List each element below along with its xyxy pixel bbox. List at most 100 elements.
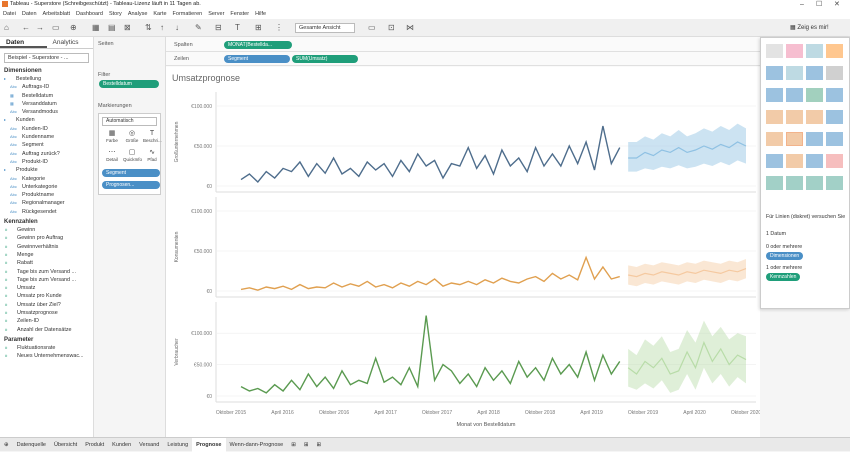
measure-field[interactable]: # Gewinn: [0, 226, 93, 234]
forecast-line[interactable]: [628, 268, 747, 278]
save-icon[interactable]: ▭: [52, 23, 60, 32]
dimension-field[interactable]: Abc Unterkategorie: [0, 183, 93, 191]
forecast-line[interactable]: [627, 340, 747, 375]
menu-5[interactable]: Analyse: [127, 11, 148, 17]
mark-button-4[interactable]: ▢ QuickInfo: [123, 148, 142, 164]
actual-line[interactable]: [240, 315, 621, 394]
show-me-chart-type[interactable]: [786, 154, 803, 168]
columns-pill-month[interactable]: MONAT(Bestellda...: [224, 41, 292, 49]
show-me-chart-type[interactable]: [826, 66, 843, 80]
show-me-chart-type[interactable]: [786, 66, 803, 80]
forecast-line[interactable]: [628, 141, 747, 159]
show-me-chart-type[interactable]: [766, 88, 783, 102]
minimize-icon[interactable]: –: [800, 1, 804, 8]
measure-field[interactable]: # Menge: [0, 251, 93, 259]
show-me-chart-type[interactable]: [826, 132, 843, 146]
undo-icon[interactable]: ←: [22, 23, 30, 32]
device-preview-icon[interactable]: ⊡: [388, 23, 395, 32]
measure-field[interactable]: # Rabatt: [0, 259, 93, 267]
show-me-chart-type[interactable]: [766, 66, 783, 80]
highlight-icon[interactable]: ✎: [195, 23, 202, 32]
parameter-field[interactable]: # Fluktuationsrate: [0, 344, 93, 352]
dimension-field[interactable]: Abc Produkt-ID: [0, 158, 93, 166]
menu-9[interactable]: Fenster: [230, 11, 250, 17]
tab-data[interactable]: Daten: [0, 37, 47, 48]
show-me-chart-type[interactable]: [826, 88, 843, 102]
menu-8[interactable]: Server: [208, 11, 225, 17]
show-me-chart-type[interactable]: [826, 176, 843, 190]
columns-shelf[interactable]: Spalten MONAT(Bestellda...: [166, 39, 760, 52]
show-me-chart-type[interactable]: [806, 110, 823, 124]
measure-field[interactable]: # Umsatz: [0, 284, 93, 292]
menu-10[interactable]: Hilfe: [255, 11, 267, 17]
measure-field[interactable]: # Umsatz über Ziel?: [0, 301, 93, 309]
show-me-chart-type[interactable]: [786, 176, 803, 190]
menu-7[interactable]: Formatieren: [172, 11, 203, 17]
fix-axes-icon[interactable]: ⊞: [255, 23, 262, 32]
new-worksheet-icon[interactable]: ▦: [92, 23, 100, 32]
dimension-field[interactable]: Abc Versandmodus: [0, 108, 93, 116]
show-me-chart-type[interactable]: [806, 66, 823, 80]
show-me-button[interactable]: ▦ Zeig es mir!: [790, 25, 829, 31]
dimension-field[interactable]: ▸ Kunden: [0, 116, 93, 124]
rows-pill-sales[interactable]: SUM(Umsatz): [292, 55, 358, 63]
menu-2[interactable]: Arbeitsblatt: [42, 11, 71, 17]
measure-field[interactable]: # Zeilen-ID: [0, 317, 93, 325]
show-me-chart-type[interactable]: [766, 44, 783, 58]
share-icon[interactable]: ⋈: [406, 23, 414, 32]
mark-button-5[interactable]: ∿ Pfad: [143, 148, 161, 164]
new-dashboard-tab-icon[interactable]: ⊞: [303, 442, 309, 448]
dimension-field[interactable]: Abc Auftrag zurück?: [0, 150, 93, 158]
show-me-chart-type[interactable]: [806, 154, 823, 168]
show-me-chart-type[interactable]: [786, 44, 803, 58]
dimension-field[interactable]: Abc Kundenname: [0, 133, 93, 141]
show-me-chart-type[interactable]: [826, 44, 843, 58]
clear-sheet-icon[interactable]: ⊠: [124, 23, 131, 32]
mark-button-3[interactable]: ⋯ Detail: [103, 148, 121, 164]
dimension-field[interactable]: Abc Kategorie: [0, 175, 93, 183]
show-me-chart-type[interactable]: [806, 88, 823, 102]
filter-pill-orderdate[interactable]: Bestelldatum: [99, 80, 159, 88]
mark-type-select[interactable]: Automatisch: [102, 117, 157, 126]
close-icon[interactable]: ✕: [834, 1, 840, 8]
show-me-chart-type[interactable]: [826, 110, 843, 124]
measure-field[interactable]: # Umsatz pro Kunde: [0, 292, 93, 300]
show-me-chart-type[interactable]: [766, 132, 783, 146]
actual-line[interactable]: [240, 255, 620, 291]
dimension-field[interactable]: ▸ Produkte: [0, 166, 93, 174]
new-datasource-icon[interactable]: ⊕: [70, 23, 77, 32]
show-me-chart-type[interactable]: [766, 110, 783, 124]
sheet-tab[interactable]: Wenn-dann-Prognose: [229, 442, 284, 448]
filters-shelf[interactable]: Bestelldatum: [94, 80, 165, 94]
menu-0[interactable]: Datei: [3, 11, 16, 17]
show-me-chart-type[interactable]: [786, 132, 803, 146]
view-size-select[interactable]: Gesamte Ansicht: [295, 23, 355, 33]
dimension-field[interactable]: Abc Auftrags-ID: [0, 83, 93, 91]
new-worksheet-tab-icon[interactable]: ⊞: [291, 442, 296, 448]
sheet-tab[interactable]: Übersicht: [53, 442, 78, 448]
group-icon[interactable]: ⊟: [215, 23, 222, 32]
dimension-field[interactable]: ▦ Bestelldatum: [0, 92, 93, 100]
swap-icon[interactable]: ⇅: [145, 23, 152, 32]
mark-button-1[interactable]: ◎ Größe: [123, 129, 141, 145]
measure-field[interactable]: # Tage bis zum Versand ...: [0, 268, 93, 276]
labels-icon[interactable]: T: [235, 23, 240, 32]
show-me-chart-type[interactable]: [806, 132, 823, 146]
menu-4[interactable]: Story: [108, 11, 122, 17]
dimension-field[interactable]: Abc Rückgesendet: [0, 208, 93, 216]
datasource-item[interactable]: Beispiel - Superstore - ...: [4, 53, 89, 63]
rows-shelf[interactable]: Zeilen Segment SUM(Umsatz): [166, 53, 760, 66]
dimension-field[interactable]: ▸ Bestellung: [0, 75, 93, 83]
dimension-field[interactable]: Abc Regionalmanager: [0, 199, 93, 207]
sheet-tab[interactable]: Versand: [139, 442, 160, 448]
mark-button-0[interactable]: ▦ Farbe: [103, 129, 121, 145]
sheet-tab[interactable]: Leistung: [167, 442, 189, 448]
measure-field[interactable]: # Gewinn pro Auftrag: [0, 234, 93, 242]
view-canvas[interactable]: Umsatzprognose €0 €50.000 €100.000 Großunte…: [166, 67, 760, 437]
show-me-chart-type[interactable]: [786, 88, 803, 102]
rows-pill-segment[interactable]: Segment: [224, 55, 290, 63]
measure-field[interactable]: # Umsatzprognose: [0, 309, 93, 317]
dimension-field[interactable]: Abc Produktname: [0, 191, 93, 199]
tooltip-icon[interactable]: ⋮: [275, 23, 283, 32]
tab-analytics[interactable]: Analytics: [52, 39, 79, 46]
